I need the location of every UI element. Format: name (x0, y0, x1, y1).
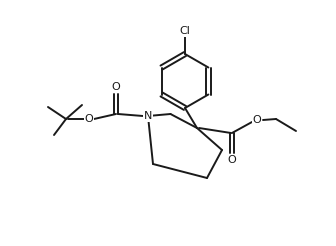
Text: O: O (112, 82, 120, 92)
Text: O: O (253, 115, 261, 125)
Text: Cl: Cl (179, 26, 191, 36)
Text: N: N (144, 111, 152, 121)
Text: O: O (227, 155, 236, 165)
Text: O: O (85, 114, 93, 124)
